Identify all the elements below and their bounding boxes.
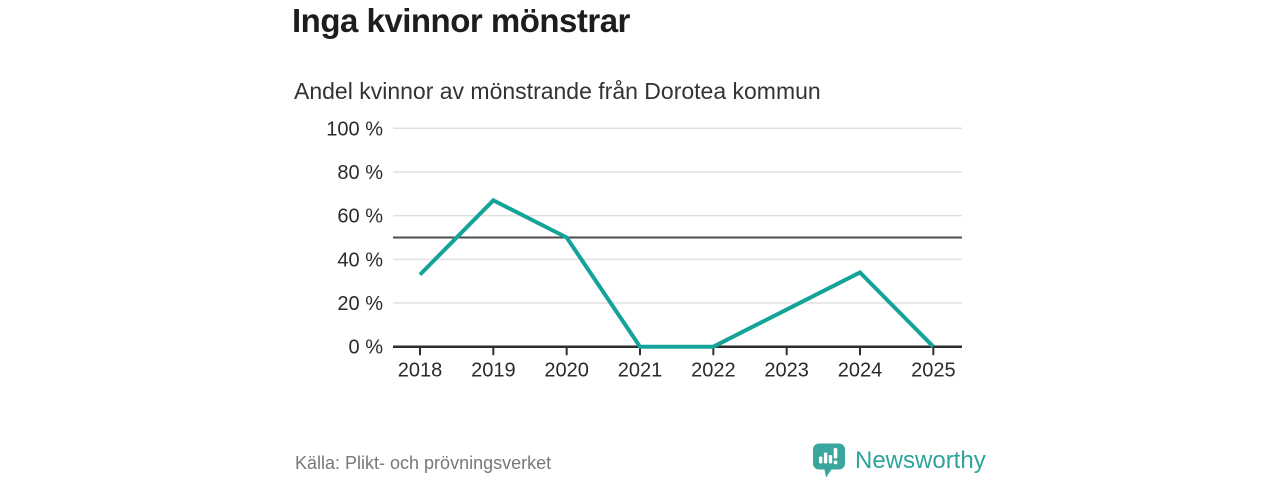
y-tick-label: 20 % [337,293,383,315]
logo-exclamation-dot [833,460,838,465]
data-line [418,197,935,349]
y-label-group: 100 % 80 % 60 % 40 % 20 % 0 % [326,118,383,358]
x-tick-label: 2020 [544,360,589,382]
source-note: Källa: Plikt- och prövningsverket [295,453,552,473]
x-label-group: 2018 2019 2020 2021 2022 2023 2024 2025 [398,360,956,382]
x-tick-label: 2019 [471,360,516,382]
y-tick-label: 0 % [349,337,384,359]
y-tick-label: 60 % [337,206,383,228]
logo-exclamation-bar [833,448,838,459]
x-tick-label: 2023 [764,360,809,382]
x-tick-label: 2021 [618,360,663,382]
brand-name: Newsworthy [855,446,986,474]
y-tick-label: 100 % [326,118,383,140]
x-tick-label: 2024 [838,360,883,382]
chart-subtitle: Andel kvinnor av mönstrande från Dorotea… [294,78,821,104]
y-tick-label: 80 % [337,162,383,184]
x-tick-label: 2018 [398,360,443,382]
brand-lockup: Newsworthy [812,442,986,479]
x-tick-label: 2025 [911,360,956,382]
chart-title: Inga kvinnor mönstrar [292,2,630,39]
newsworthy-logo-icon [813,443,845,478]
logo-bar-chart-glyph [819,448,838,465]
y-tick-label: 40 % [337,249,383,271]
x-tick-label: 2022 [691,360,736,382]
